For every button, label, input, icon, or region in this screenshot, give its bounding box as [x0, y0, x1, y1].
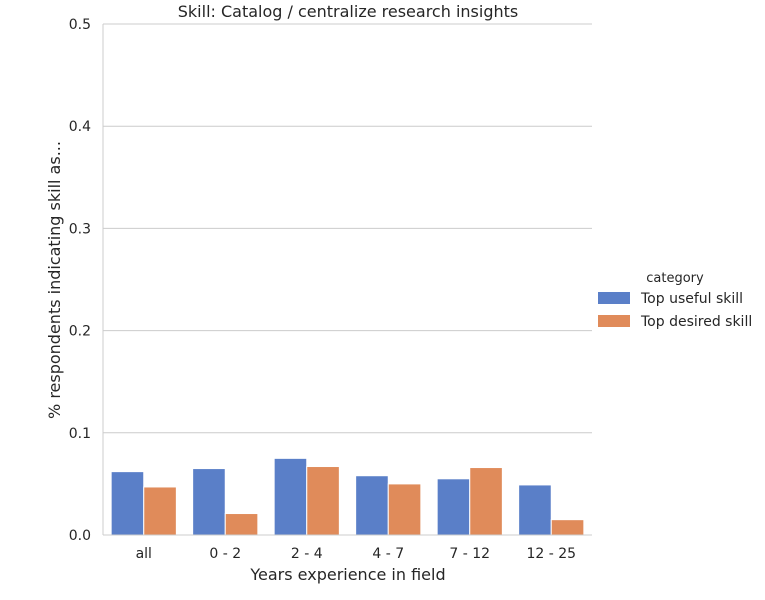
bar-top-useful-skill — [518, 484, 552, 536]
bar-top-desired-skill — [550, 519, 585, 536]
bar-top-useful-skill — [192, 468, 226, 536]
x-tick-label: 12 - 25 — [526, 546, 576, 562]
bar-top-desired-skill — [387, 483, 422, 536]
bar-top-desired-skill — [143, 486, 177, 536]
legend-label-top-desired-skill: Top desired skill — [640, 314, 752, 330]
bar-top-desired-skill — [469, 467, 503, 536]
y-tick-label: 0.0 — [69, 528, 91, 544]
x-tick-label: 7 - 12 — [449, 546, 490, 562]
y-tick-labels: 0.0 0.1 0.2 0.3 0.4 0.5 — [69, 17, 91, 544]
x-tick-labels: all 0 - 2 2 - 4 4 - 7 7 - 12 12 - 25 — [136, 546, 576, 562]
bar-top-desired-skill — [306, 466, 340, 536]
legend-swatch-top-desired-skill — [598, 315, 630, 327]
legend: category Top useful skill Top desired sk… — [598, 271, 752, 330]
y-tick-label: 0.2 — [69, 324, 91, 340]
y-tick-label: 0.5 — [69, 17, 91, 33]
legend-label-top-useful-skill: Top useful skill — [640, 291, 743, 307]
y-axis-label: % respondents indicating skill as... — [45, 141, 64, 419]
y-tick-label: 0.3 — [69, 221, 91, 237]
x-tick-label: 0 - 2 — [209, 546, 241, 562]
bar-top-useful-skill — [110, 471, 145, 536]
y-tick-label: 0.4 — [69, 119, 91, 135]
bar-top-useful-skill — [355, 475, 389, 536]
bar-top-useful-skill — [436, 478, 471, 536]
y-tick-label: 0.1 — [69, 426, 91, 442]
x-axis-label: Years experience in field — [249, 565, 445, 584]
x-tick-label: 2 - 4 — [291, 546, 323, 562]
chart-title: Skill: Catalog / centralize research ins… — [178, 2, 518, 21]
bars — [110, 457, 585, 536]
bar-top-useful-skill — [273, 457, 308, 536]
legend-title: category — [646, 271, 704, 286]
bar-top-desired-skill — [224, 513, 259, 536]
x-tick-label: all — [136, 546, 152, 562]
legend-swatch-top-useful-skill — [598, 292, 630, 304]
x-tick-label: 4 - 7 — [372, 546, 404, 562]
gridlines — [103, 23, 592, 536]
